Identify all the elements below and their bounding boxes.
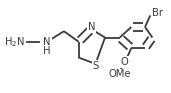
Text: O: O bbox=[120, 57, 128, 67]
Text: N: N bbox=[43, 37, 51, 47]
Text: S: S bbox=[92, 61, 99, 71]
Text: OMe: OMe bbox=[108, 69, 131, 79]
Text: Br: Br bbox=[152, 8, 163, 18]
Text: H$_2$N: H$_2$N bbox=[4, 35, 25, 49]
Text: N: N bbox=[88, 22, 95, 32]
Text: H: H bbox=[43, 46, 51, 56]
